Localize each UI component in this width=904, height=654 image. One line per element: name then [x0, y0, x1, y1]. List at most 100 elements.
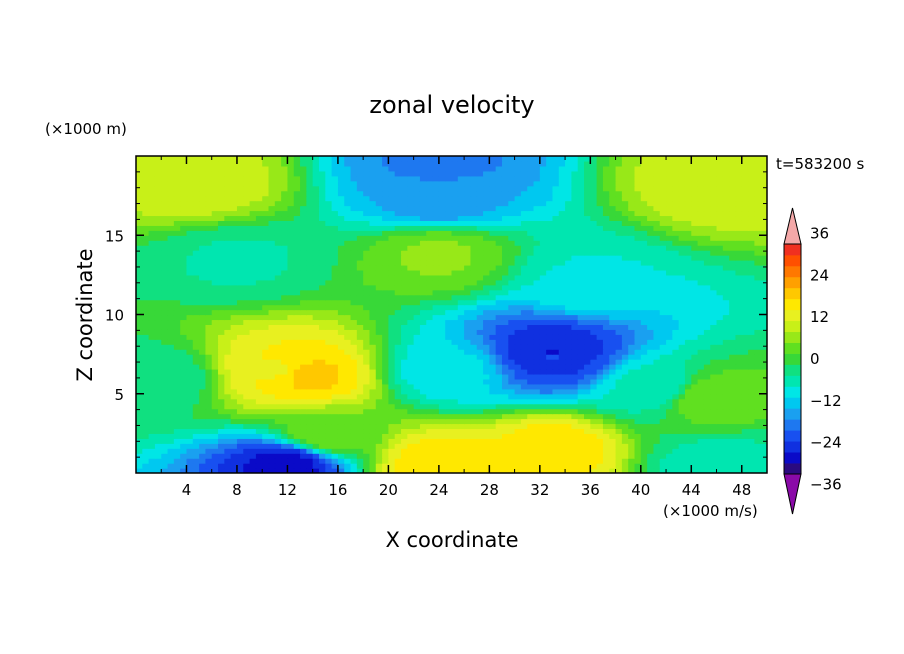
field-cell [495, 309, 503, 316]
field-cell [142, 453, 150, 459]
field-cell [432, 264, 440, 271]
field-cell [716, 468, 724, 473]
field-cell [230, 398, 238, 405]
field-cell [167, 433, 175, 439]
field-cell [401, 240, 408, 246]
field-cell [407, 289, 415, 296]
field-cell [419, 324, 427, 330]
field-cell [356, 329, 364, 335]
field-cell [590, 240, 598, 246]
field-cell [741, 413, 749, 420]
field-cell [173, 388, 181, 395]
field-cell [224, 319, 232, 325]
field-cell [363, 428, 371, 434]
field-cell [640, 284, 648, 291]
field-cell [628, 255, 636, 261]
field-cell [596, 329, 604, 335]
field-cell [666, 264, 673, 271]
field-cell [243, 453, 251, 459]
field-cell [722, 324, 730, 330]
field-cell [533, 304, 541, 311]
field-cell [173, 418, 181, 425]
field-cell [495, 468, 503, 473]
field-cell [148, 438, 156, 444]
field-cell [306, 309, 314, 316]
field-cell [615, 463, 623, 469]
field-cell [148, 260, 156, 266]
field-cell [407, 368, 415, 375]
field-cell [590, 378, 598, 385]
field-cell [552, 230, 560, 236]
field-cell [142, 334, 150, 340]
field-cell [236, 368, 244, 375]
field-cell [710, 388, 718, 395]
field-cell [748, 334, 755, 340]
field-cell [331, 299, 339, 306]
field-cell [148, 289, 156, 296]
field-cell [596, 269, 604, 276]
field-cell [653, 468, 661, 473]
field-cell [161, 393, 169, 400]
field-cell [514, 299, 522, 306]
field-cell [274, 398, 282, 405]
field-cell [211, 264, 219, 271]
field-cell [722, 289, 730, 296]
field-cell [722, 403, 730, 410]
field-cell [748, 468, 755, 473]
field-cell [438, 339, 446, 345]
field-cell [306, 438, 314, 444]
field-cell [552, 468, 560, 473]
field-cell [489, 344, 497, 350]
field-cell [243, 344, 251, 350]
field-cell [407, 398, 415, 405]
field-cell [432, 304, 440, 311]
field-cell [457, 428, 465, 434]
field-cell [356, 225, 364, 231]
field-cell [470, 260, 478, 266]
field-cell [199, 339, 207, 345]
field-cell [558, 403, 566, 410]
field-cell [419, 230, 427, 236]
field-cell [268, 324, 276, 330]
field-cell [312, 294, 320, 301]
field-cell [154, 393, 162, 400]
field-cell [760, 393, 767, 400]
field-cell [173, 334, 181, 340]
field-cell [262, 368, 270, 375]
field-cell [394, 294, 402, 301]
field-cell [401, 368, 408, 375]
field-cell [401, 274, 408, 281]
field-cell [375, 373, 383, 380]
field-cell [741, 349, 749, 355]
field-cell [691, 230, 699, 236]
field-cell [432, 403, 440, 410]
field-cell [407, 309, 415, 316]
field-cell [394, 240, 402, 246]
field-cell [647, 235, 655, 241]
field-cell [678, 468, 686, 473]
field-cell [722, 418, 730, 425]
field-cell [489, 364, 497, 370]
field-cell [274, 324, 282, 330]
field-cell [438, 468, 446, 473]
field-cell [501, 433, 509, 439]
field-cell [558, 294, 566, 301]
field-cell [236, 264, 244, 271]
field-cell [483, 364, 490, 370]
field-cell [281, 324, 289, 330]
field-cell [476, 304, 484, 311]
field-cell [653, 408, 661, 415]
field-cell [451, 329, 459, 335]
field-cell [432, 319, 440, 325]
field-cell [754, 329, 762, 335]
field-cell [287, 368, 295, 375]
field-cell [142, 260, 150, 266]
field-cell [287, 373, 295, 380]
field-cell [161, 378, 169, 385]
field-cell [369, 413, 377, 420]
field-cell [331, 463, 339, 469]
field-cell [508, 260, 516, 266]
field-cell [527, 463, 535, 469]
field-cell [148, 304, 156, 311]
field-cell [634, 443, 642, 449]
